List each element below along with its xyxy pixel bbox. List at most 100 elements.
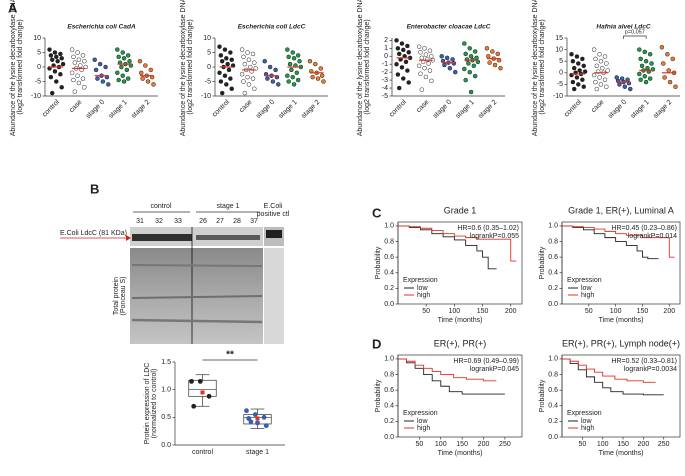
data-point	[72, 60, 78, 65]
data-point	[291, 82, 297, 87]
data-point	[48, 74, 54, 80]
data-point	[418, 50, 423, 55]
data-point	[418, 71, 423, 77]
data-point	[486, 54, 491, 59]
data-point	[78, 63, 83, 68]
data-point	[628, 86, 633, 92]
data-point	[594, 86, 600, 92]
box	[188, 379, 217, 397]
y-tick-label: -2	[382, 69, 388, 76]
y-axis-label: (normalized to control)	[151, 369, 158, 439]
x-tick-label: 100	[610, 308, 622, 315]
x-axis-label: Time (months)	[599, 317, 644, 324]
x-tick-label: 200	[638, 441, 650, 448]
data-point	[246, 82, 252, 87]
chart-title: Grade 1	[444, 205, 477, 215]
x-tick-label: 50	[422, 308, 430, 315]
data-point	[453, 69, 458, 75]
y-axis-label: Probability	[539, 246, 546, 279]
data-point	[498, 65, 503, 71]
data-point	[219, 90, 225, 96]
x-tick-label: 200	[505, 308, 517, 315]
data-point	[484, 46, 490, 51]
y-tick-label: 0	[37, 64, 41, 71]
data-point	[262, 58, 267, 64]
data-point	[319, 73, 325, 78]
data-point	[270, 79, 276, 84]
data-point	[450, 57, 455, 62]
survival-curve	[562, 358, 656, 383]
annotation: HR=0.52 (0.33–0.81)	[611, 358, 677, 365]
x-tick-label: stage 0	[255, 99, 276, 120]
panel-label: B	[90, 181, 99, 196]
data-point	[593, 56, 598, 62]
x-tick-label: 50	[585, 308, 593, 315]
y-tick-label: 0.0	[384, 301, 394, 308]
y-tick-label: 0.6	[384, 254, 394, 261]
legend-label: high	[417, 292, 430, 299]
chart-title: Grade 1, ER(+), Luminal A	[568, 205, 674, 215]
data-point	[427, 68, 433, 73]
data-point	[602, 54, 608, 59]
data-point	[197, 378, 203, 384]
data-point	[52, 50, 58, 55]
annotation: logrankP=0.055	[470, 233, 519, 240]
survival-curve	[398, 358, 505, 395]
data-point	[148, 67, 154, 73]
x-tick-label: control	[192, 449, 213, 456]
y-tick-label: 0.0	[384, 434, 394, 441]
data-point	[125, 53, 131, 58]
data-point	[666, 68, 671, 73]
data-point	[97, 61, 103, 67]
data-point	[229, 86, 234, 91]
data-point	[82, 58, 87, 64]
data-point	[228, 50, 233, 55]
data-point	[602, 77, 608, 83]
y-tick-label: 1.0	[384, 223, 394, 230]
data-point	[580, 77, 585, 83]
band-label: E.Coli LdcC (81 KDa)	[60, 230, 127, 237]
y-tick-label: 2	[384, 37, 388, 44]
y-axis-label: Abundance of the lysine decarboxylase DN…	[357, 0, 364, 136]
data-point	[121, 79, 127, 84]
data-point	[276, 82, 281, 87]
bracket	[623, 35, 647, 39]
data-point	[54, 54, 59, 60]
data-point	[124, 67, 130, 73]
data-point	[622, 84, 628, 89]
x-tick-label: stage 2	[300, 99, 321, 120]
y-axis-label: (log2 transformed fold change)	[187, 19, 194, 114]
data-point	[76, 57, 82, 62]
annotation: **	[226, 350, 234, 361]
data-point	[48, 53, 54, 58]
data-point	[92, 57, 97, 62]
data-point	[239, 47, 245, 52]
data-point	[295, 77, 301, 83]
x-tick-label: stage 0	[607, 99, 628, 120]
data-point	[58, 51, 63, 57]
chart-title: ER(+), PR(+)	[434, 338, 487, 348]
y-tick-label: -4	[382, 85, 388, 92]
y-tick-label: 0.4	[548, 403, 558, 410]
data-point	[474, 55, 479, 61]
y-tick-label: -5	[205, 78, 211, 85]
data-point	[244, 408, 249, 414]
legend-title: Expression	[567, 277, 602, 284]
lane-label: positive ctl	[257, 211, 290, 218]
data-point	[219, 58, 225, 64]
data-point	[647, 76, 653, 81]
annotation: p=0.057	[625, 29, 645, 35]
data-point	[93, 67, 99, 73]
data-point	[426, 61, 431, 66]
data-point	[252, 86, 257, 91]
y-tick-label: 10	[33, 35, 41, 42]
data-point	[649, 61, 654, 66]
y-axis-label: Abundance of the lysine decarboxylase DN…	[180, 0, 187, 136]
data-point	[106, 82, 111, 87]
lane-label: 27	[216, 218, 224, 225]
data-point	[597, 51, 602, 57]
data-point	[637, 71, 642, 77]
data-point	[245, 74, 250, 80]
data-point	[466, 61, 471, 66]
